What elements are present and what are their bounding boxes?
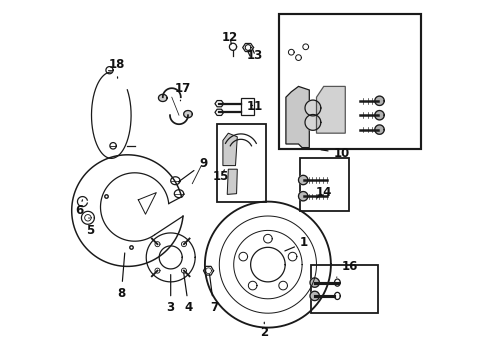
Polygon shape bbox=[305, 114, 320, 130]
Polygon shape bbox=[374, 96, 384, 105]
Polygon shape bbox=[309, 291, 319, 301]
Text: 18: 18 bbox=[108, 58, 124, 78]
Bar bbox=[310, 265, 377, 313]
Text: 6: 6 bbox=[75, 200, 83, 217]
Text: 17: 17 bbox=[175, 82, 191, 101]
Text: 7: 7 bbox=[209, 275, 218, 314]
Text: 2: 2 bbox=[260, 322, 268, 339]
Polygon shape bbox=[227, 169, 237, 194]
Polygon shape bbox=[374, 125, 384, 134]
Bar bbox=[278, 14, 420, 149]
Polygon shape bbox=[158, 94, 167, 102]
Text: 4: 4 bbox=[183, 273, 192, 314]
Polygon shape bbox=[374, 111, 384, 120]
Polygon shape bbox=[298, 192, 307, 201]
Bar bbox=[241, 98, 253, 115]
Polygon shape bbox=[305, 100, 320, 116]
Bar bbox=[217, 124, 265, 202]
Polygon shape bbox=[223, 133, 237, 166]
Text: 16: 16 bbox=[336, 260, 357, 277]
Text: 15: 15 bbox=[212, 170, 228, 183]
Polygon shape bbox=[285, 86, 309, 148]
Text: 1: 1 bbox=[285, 237, 307, 251]
Polygon shape bbox=[298, 175, 307, 185]
Text: 10: 10 bbox=[321, 147, 349, 159]
Text: 12: 12 bbox=[222, 31, 238, 44]
Text: 13: 13 bbox=[246, 49, 263, 62]
Text: 3: 3 bbox=[166, 275, 174, 314]
Text: 5: 5 bbox=[85, 218, 94, 237]
Bar bbox=[300, 158, 348, 211]
Polygon shape bbox=[316, 86, 345, 133]
Text: 11: 11 bbox=[246, 100, 263, 113]
Text: 9: 9 bbox=[178, 157, 207, 182]
Polygon shape bbox=[183, 111, 192, 118]
Text: 8: 8 bbox=[117, 253, 125, 300]
Polygon shape bbox=[309, 278, 319, 287]
Text: 14: 14 bbox=[315, 186, 331, 199]
